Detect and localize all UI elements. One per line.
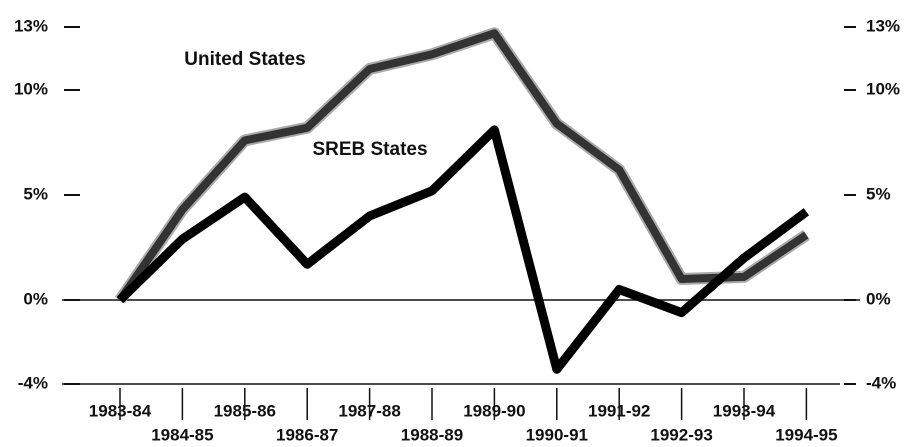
x-tick-label: 1990-91 — [526, 425, 588, 444]
series-line — [116, 125, 810, 374]
series-label: United States — [184, 49, 305, 70]
y2-tick-label: 5% — [866, 184, 891, 203]
y2-tick-label: 0% — [866, 289, 891, 308]
series-line — [116, 29, 809, 303]
y-tick-label: 10% — [14, 79, 48, 98]
x-tick-label: 1986-87 — [276, 425, 338, 444]
y2-tick-label: 10% — [866, 79, 900, 98]
y2-tick-label: 13% — [866, 16, 900, 35]
series-label: SREB States — [312, 139, 427, 160]
y-tick-label: -4% — [18, 373, 48, 392]
x-tick-label: 1983-84 — [89, 401, 152, 420]
x-tick-label: 1991-92 — [588, 401, 650, 420]
y2-tick-label: -4% — [866, 373, 896, 392]
y-tick-label: 5% — [23, 184, 48, 203]
x-tick-label: 1988-89 — [401, 425, 463, 444]
x-tick-label: 1992-93 — [650, 425, 712, 444]
x-tick-label: 1994-95 — [775, 425, 837, 444]
x-tick-label: 1984-85 — [151, 425, 213, 444]
y-tick-label: 13% — [14, 16, 48, 35]
x-tick-label: 1987-88 — [338, 401, 400, 420]
y-tick-label: 0% — [23, 289, 48, 308]
x-tick-label: 1989-90 — [463, 401, 525, 420]
x-tick-label: 1985-86 — [214, 401, 276, 420]
x-tick-label: 1993-94 — [713, 401, 776, 420]
